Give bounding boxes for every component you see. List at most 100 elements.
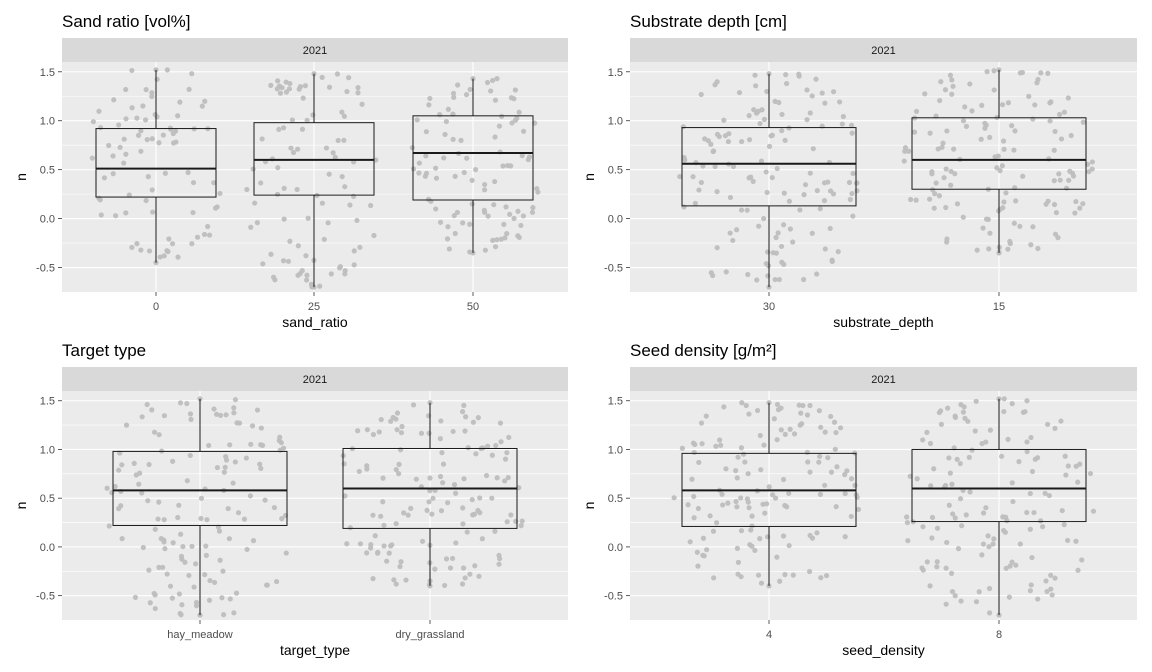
data-point bbox=[375, 550, 381, 556]
data-point bbox=[963, 512, 969, 518]
data-point bbox=[330, 150, 336, 156]
data-point bbox=[287, 238, 293, 244]
data-point bbox=[132, 594, 139, 600]
data-point bbox=[268, 251, 274, 257]
y-tick-label: 0.5 bbox=[608, 165, 623, 177]
data-point bbox=[273, 578, 280, 585]
data-point bbox=[766, 484, 772, 490]
data-point bbox=[1048, 572, 1054, 578]
data-point bbox=[354, 217, 360, 224]
data-point bbox=[677, 173, 683, 180]
x-tick-label: 50 bbox=[467, 301, 479, 313]
data-point bbox=[704, 547, 710, 553]
data-point bbox=[913, 108, 920, 114]
data-point bbox=[842, 490, 848, 497]
data-point bbox=[911, 129, 918, 135]
data-point bbox=[502, 235, 508, 241]
data-point bbox=[489, 452, 495, 458]
data-point bbox=[419, 538, 426, 544]
data-point bbox=[497, 556, 503, 562]
facet-strip bbox=[62, 38, 568, 62]
data-point bbox=[386, 550, 392, 556]
facet-strip bbox=[630, 38, 1137, 62]
data-point bbox=[391, 577, 397, 583]
y-tick-label: -0.5 bbox=[36, 591, 55, 603]
data-point bbox=[202, 572, 208, 578]
data-point bbox=[339, 109, 345, 115]
data-point bbox=[723, 466, 729, 472]
data-point bbox=[299, 126, 306, 132]
data-point bbox=[136, 481, 142, 487]
data-point bbox=[482, 181, 488, 188]
data-point bbox=[112, 483, 118, 490]
data-point bbox=[927, 130, 933, 136]
data-point bbox=[203, 543, 209, 549]
data-point bbox=[473, 451, 479, 457]
data-point bbox=[1000, 138, 1007, 144]
data-point bbox=[388, 418, 394, 424]
data-point bbox=[156, 564, 162, 570]
data-point bbox=[772, 495, 779, 501]
data-point bbox=[717, 437, 723, 443]
data-point bbox=[305, 215, 311, 221]
data-point bbox=[488, 88, 494, 94]
facet-label: 2021 bbox=[303, 374, 327, 386]
y-tick-label: 0.5 bbox=[40, 493, 55, 505]
data-point bbox=[750, 178, 756, 184]
data-point bbox=[119, 462, 125, 468]
data-point bbox=[1086, 169, 1092, 175]
data-point bbox=[748, 527, 754, 533]
data-point bbox=[1028, 434, 1034, 441]
data-point bbox=[89, 155, 95, 161]
data-point bbox=[399, 423, 405, 430]
data-point bbox=[179, 602, 185, 608]
data-point bbox=[443, 118, 449, 125]
data-point bbox=[766, 583, 772, 589]
y-axis-title: n bbox=[581, 173, 597, 181]
data-point bbox=[373, 157, 379, 163]
data-point bbox=[962, 415, 968, 421]
data-point bbox=[317, 283, 323, 289]
data-point bbox=[855, 506, 862, 513]
data-point bbox=[509, 120, 515, 126]
data-point bbox=[452, 230, 458, 237]
y-tick-label: 1.0 bbox=[40, 444, 55, 456]
boxplot-1 bbox=[342, 402, 518, 586]
data-point bbox=[987, 427, 994, 433]
data-point bbox=[451, 482, 458, 488]
data-point bbox=[850, 213, 856, 219]
data-point bbox=[944, 539, 950, 546]
data-point bbox=[842, 534, 848, 540]
data-point bbox=[920, 524, 926, 530]
data-point bbox=[219, 595, 225, 601]
data-point bbox=[832, 446, 838, 452]
data-point bbox=[521, 128, 527, 134]
data-point bbox=[1035, 245, 1041, 252]
data-point bbox=[929, 535, 935, 541]
data-point bbox=[335, 137, 341, 144]
data-point bbox=[778, 243, 785, 250]
data-point bbox=[494, 76, 500, 82]
boxplot-0 bbox=[112, 398, 288, 616]
data-point bbox=[1077, 205, 1083, 211]
data-point bbox=[165, 248, 171, 255]
data-point bbox=[190, 179, 197, 186]
data-point bbox=[467, 249, 473, 255]
data-point bbox=[450, 428, 456, 435]
data-point bbox=[187, 452, 193, 459]
data-point bbox=[944, 128, 950, 134]
data-point bbox=[505, 475, 511, 481]
data-point bbox=[772, 98, 778, 104]
data-point bbox=[491, 202, 497, 208]
boxplot-2 bbox=[412, 78, 534, 253]
data-point bbox=[761, 116, 768, 122]
data-point bbox=[152, 526, 158, 532]
data-point bbox=[836, 99, 843, 105]
data-point bbox=[933, 180, 939, 186]
data-point bbox=[1013, 198, 1019, 204]
data-point bbox=[138, 128, 144, 134]
data-point bbox=[919, 565, 925, 571]
data-point bbox=[294, 186, 300, 193]
data-point bbox=[907, 473, 913, 479]
data-point bbox=[713, 443, 719, 449]
